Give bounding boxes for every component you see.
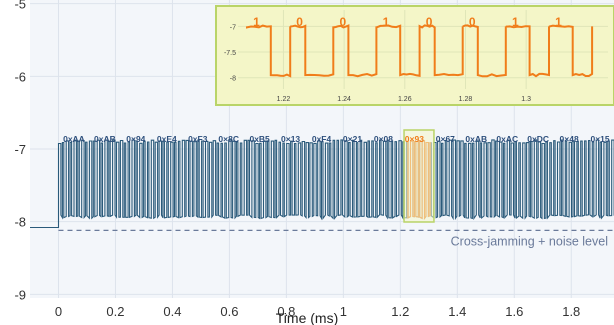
inset-x-tick-label: 1.28 xyxy=(459,96,473,103)
inset-y-tick-label: -7 xyxy=(230,24,236,31)
x-axis-label: Time (ms) xyxy=(276,310,338,325)
y-tick-label: -6 xyxy=(14,69,26,84)
byte-label: 0×21 xyxy=(343,134,362,144)
byte-label: 0×13 xyxy=(281,134,300,144)
byte-label: 0xB5 xyxy=(249,134,270,144)
highlight-box xyxy=(403,129,435,223)
x-tick-label: 1 xyxy=(340,304,347,319)
inset-y-tick-label: -8 xyxy=(230,76,236,83)
inset-x-tick-label: 1.3 xyxy=(521,96,531,103)
byte-label: 0xF3 xyxy=(188,134,208,144)
inset-bit-label: 0 xyxy=(339,15,346,29)
byte-label: 0xAC xyxy=(496,134,518,144)
inset-bit-label: 1 xyxy=(555,15,562,29)
inset-signal-line xyxy=(246,24,594,78)
y-axis: -5 -6 -7 -8 -9 xyxy=(14,0,26,302)
byte-label: 0xF4 xyxy=(312,134,332,144)
x-axis: 0 0.2 0.4 0.6 0.8 1 1.2 1.4 1.6 1.8 xyxy=(55,304,580,319)
threshold-label: Cross-jamming + noise level xyxy=(451,234,608,248)
y-tick-label: -5 xyxy=(14,0,26,12)
byte-label: 0×93 xyxy=(405,134,424,144)
zoom-inset: 1.22 1.24 1.26 1.28 1.3 -7 -7.5 -8 1 0 0 1 0 0 1 1 xyxy=(215,5,614,106)
byte-label: 0xAB xyxy=(465,134,487,144)
inset-bit-label: 1 xyxy=(253,15,260,29)
byte-label: 0×94 xyxy=(126,134,145,144)
inset-bit-label: 1 xyxy=(383,15,390,29)
x-tick-label: 0.6 xyxy=(220,304,238,319)
x-tick-label: 1.2 xyxy=(391,304,409,319)
byte-label: 0×8C xyxy=(218,134,239,144)
x-tick-label: 0.2 xyxy=(106,304,124,319)
inset-frame xyxy=(215,5,614,106)
x-tick-label: 1.6 xyxy=(505,304,523,319)
y-tick-label: -7 xyxy=(14,142,26,157)
byte-label: 0xDC xyxy=(527,134,549,144)
inset-bit-label: 0 xyxy=(469,15,476,29)
inset-x-tick-label: 1.22 xyxy=(277,96,291,103)
inset-x-tick-label: 1.24 xyxy=(337,96,351,103)
byte-label: 0×15 xyxy=(590,134,609,144)
inset-y-tick-label: -7.5 xyxy=(224,50,236,57)
signal-line xyxy=(30,139,614,229)
byte-label: 0xE4 xyxy=(157,134,177,144)
x-tick-label: 0.4 xyxy=(163,304,181,319)
inset-bit-label: 1 xyxy=(512,15,519,29)
byte-label: 0xAA xyxy=(63,134,85,144)
y-tick-label: -9 xyxy=(14,287,26,302)
byte-label: 0×08 xyxy=(374,134,393,144)
x-tick-label: 0 xyxy=(55,304,62,319)
signal-trace xyxy=(30,139,614,229)
inset-bit-label: 0 xyxy=(426,15,433,29)
inset-bit-label: 0 xyxy=(296,15,303,29)
byte-label: 0×67 xyxy=(436,134,455,144)
x-tick-label: 1.8 xyxy=(562,304,580,319)
x-tick-label: 1.4 xyxy=(448,304,466,319)
x-tick-label: 0.8 xyxy=(277,304,295,319)
byte-labels: 0xAA 0xAB 0×94 0xE4 0xF3 0×8C 0xB5 0×13 0xF4 0×21… xyxy=(63,134,610,144)
inset-x-tick-label: 1.26 xyxy=(398,96,412,103)
byte-label: 0xAB xyxy=(94,134,116,144)
y-tick-label: -8 xyxy=(14,215,26,230)
byte-label: 0×48 xyxy=(560,134,579,144)
